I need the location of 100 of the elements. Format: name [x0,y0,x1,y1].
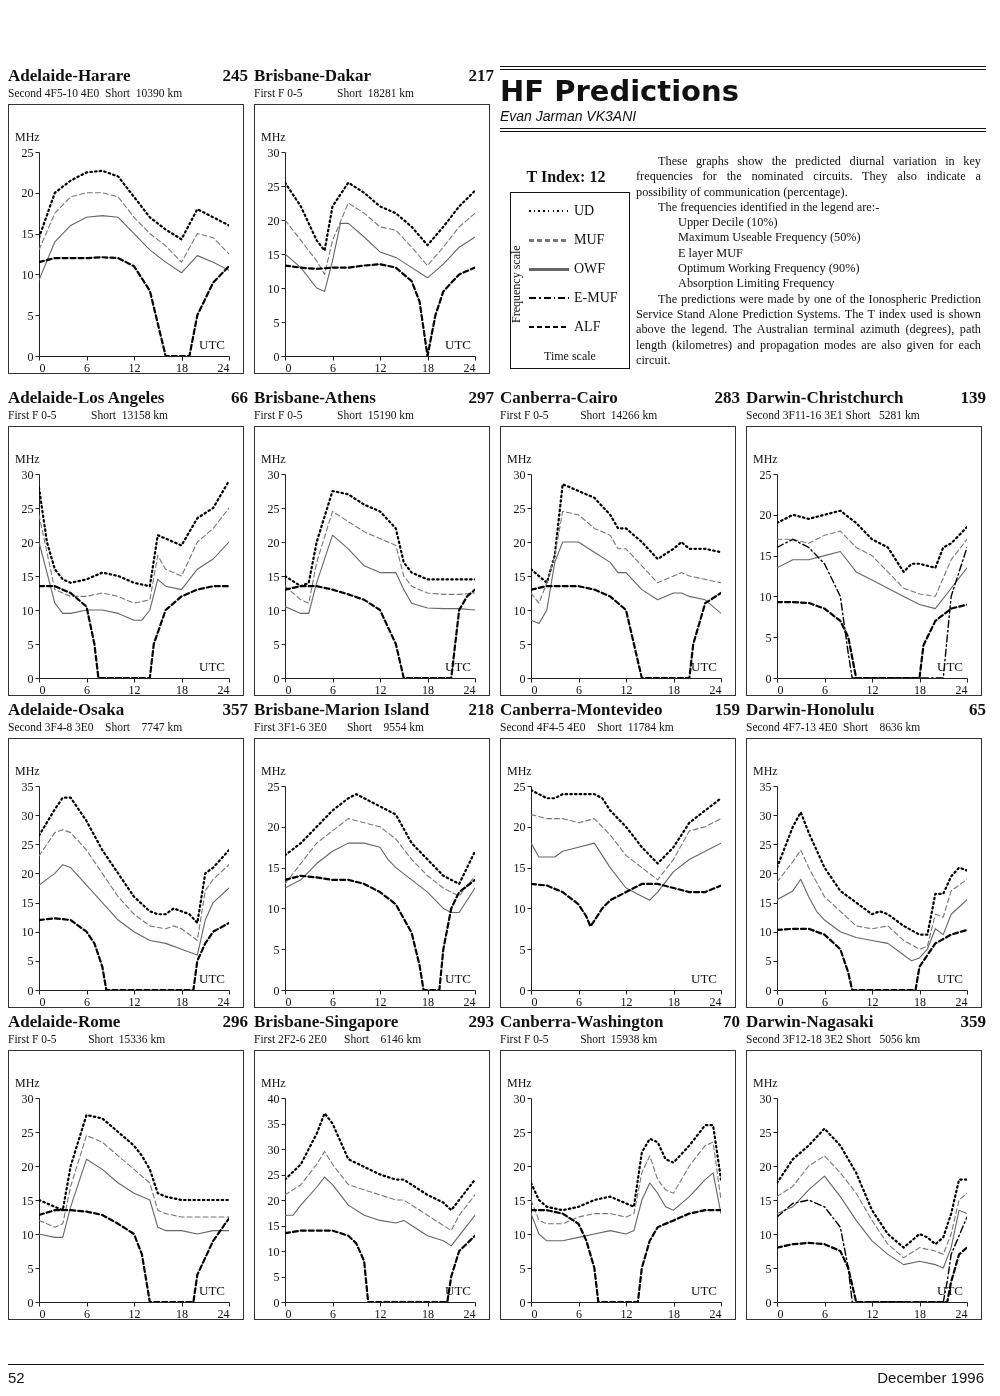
x-tick-label: 0 [285,994,292,1009]
y-axis-title: MHz [507,1076,532,1090]
y-axis-title: MHz [261,130,286,144]
y-tick-label: 15 [21,569,34,584]
y-tick-label: 40 [267,1091,280,1106]
x-tick-label: 6 [822,1306,828,1321]
line-series [531,788,721,865]
chart-subtitle: First F 0-5 Short 14266 km [500,408,659,423]
y-tick-label: 15 [759,896,772,911]
y-tick-label: 20 [267,820,280,835]
x-tick-label: 18 [176,1306,188,1321]
text: 359 [960,1012,986,1032]
y-tick-label: 0 [273,671,280,686]
text: 297 [468,388,494,408]
y-tick-label: 15 [513,861,526,876]
y-tick-label: 15 [21,1193,34,1208]
text: 66 [231,388,248,408]
y-axis-title: MHz [507,452,532,466]
x-tick-label: 24 [463,360,476,375]
x-tick-label: 0 [531,1306,538,1321]
y-tick-label: 25 [21,837,34,852]
y-tick-label: 10 [513,1227,526,1242]
x-tick-label: 24 [955,994,968,1009]
text: 283 [714,388,740,408]
text: Absorption Limiting Frequency [677,276,836,292]
y-tick-label: 15 [267,1219,280,1233]
chart-subtitle: Second 4F7-13 4E0 Short 8636 km [746,720,922,735]
y-tick-label: 30 [759,1091,772,1106]
line-series [285,534,475,614]
x-axis-title: UTC [199,337,225,352]
x-tick-label: 12 [128,360,141,375]
x-axis-title: UTC [937,1283,963,1298]
x-tick-label: 18 [668,1306,680,1321]
y-tick-label: 20 [513,535,526,550]
y-tick-label: 25 [513,501,526,516]
x-tick-label: 24 [955,1306,968,1321]
y-tick-label: 25 [21,501,34,516]
x-tick-label: 12 [374,994,387,1009]
y-tick-label: 15 [21,896,34,911]
line-series [285,1112,475,1212]
x-tick-label: 6 [576,682,582,697]
y-tick-label: 10 [513,603,526,618]
line-series [39,507,229,604]
y-tick-label: 10 [513,901,526,916]
y-tick-label: 25 [267,1168,280,1182]
line-series [531,882,721,928]
y-tick-label: 25 [267,779,280,794]
text: 65 [969,700,986,720]
x-axis-title: UTC [691,1283,717,1298]
y-tick-label: 20 [513,1159,526,1174]
x-tick-label: 24 [217,682,230,697]
chart-title: Darwin-Christchurch [746,388,904,408]
chart-subtitle: First F 0-5 Short 15190 km [254,408,416,423]
text: 70 [723,1012,740,1032]
chart-subtitle: First 2F2-6 2E0 Short 6146 km [254,1032,423,1047]
y-tick-label: 15 [21,227,34,242]
line-series [777,1175,967,1269]
y-tick-label: 20 [21,866,34,881]
chart-title: Adelaide-Los Angeles [8,388,165,408]
chart-title: Brisbane-Dakar [254,66,372,86]
x-axis-title: UTC [199,1283,225,1298]
x-axis-title: UTC [199,971,225,986]
chart-subtitle: Second 3F12-18 3E2 Short 5056 km [746,1032,922,1047]
line-series [39,169,229,241]
line-series [39,541,229,621]
y-tick-label: 15 [513,569,526,584]
legend-label: ALF [574,319,601,335]
legend-label: OWF [574,261,606,277]
y-tick-label: 5 [27,954,34,969]
x-axis-title: UTC [937,971,963,986]
x-tick-label: 12 [374,360,387,375]
chart-subtitle: First F 0-5 Short 13158 km [8,408,170,423]
x-axis-title: UTC [445,337,471,352]
y-tick-label: 25 [759,837,772,852]
chart-subtitle: Second 4F5-10 4E0 Short 10390 km [8,86,184,101]
y-tick-label: 0 [519,1295,526,1310]
y-axis-title: MHz [15,764,40,778]
y-tick-label: 30 [513,467,526,482]
x-tick-label: 6 [822,682,828,697]
chart-subtitle: First F 0-5 Short 15336 km [8,1032,167,1047]
line-series [531,483,721,584]
y-tick-label: 10 [267,281,280,296]
y-tick-label: 15 [267,247,280,262]
y-tick-label: 10 [759,1227,772,1242]
y-tick-label: 30 [21,1091,34,1106]
chart-title: Adelaide-Rome [8,1012,121,1032]
line-series [285,181,475,252]
y-tick-label: 5 [519,942,526,957]
x-tick-label: 24 [709,682,722,697]
text: The frequencies identified in the legend are:- [657,199,881,216]
line-series [285,793,475,886]
text: 357 [222,700,248,720]
x-tick-label: 18 [422,1306,434,1321]
y-tick-label: 5 [765,1261,772,1276]
x-tick-label: 6 [84,682,90,697]
line-series [777,878,967,962]
x-axis-title: UTC [199,659,225,674]
x-tick-label: 12 [620,1306,633,1321]
y-tick-label: 0 [765,983,772,998]
y-tick-label: 30 [21,467,34,482]
